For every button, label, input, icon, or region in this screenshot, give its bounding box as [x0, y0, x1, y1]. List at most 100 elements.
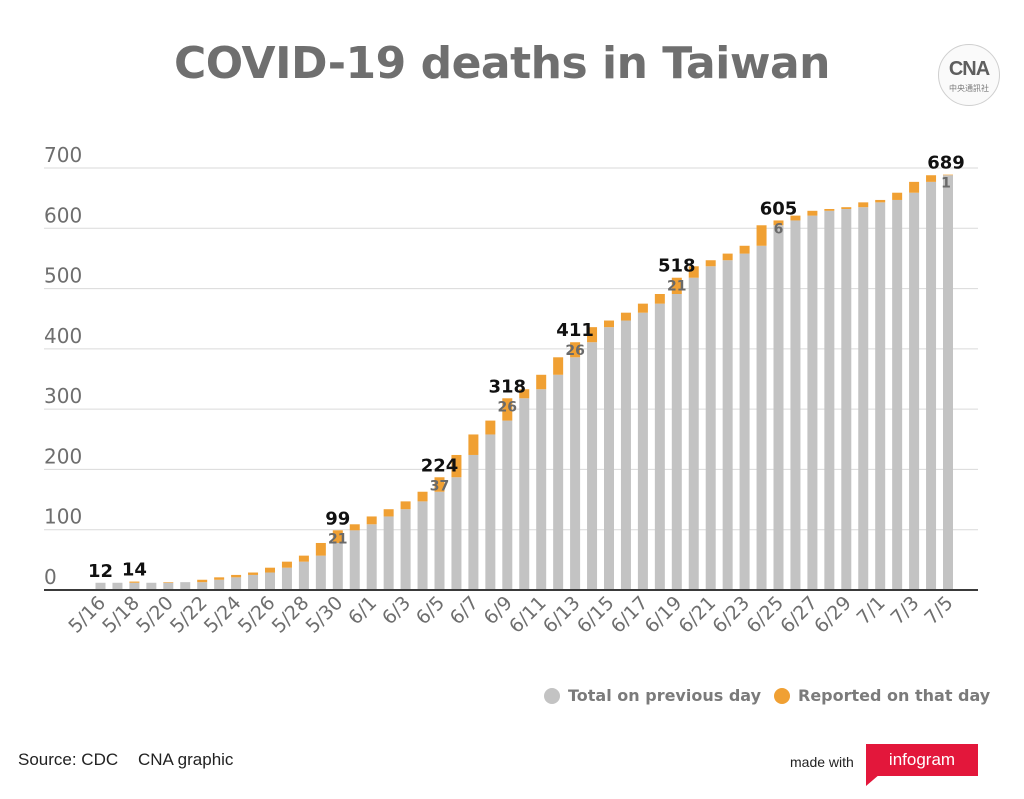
bar-previous: [197, 582, 208, 590]
data-label-reported: 26: [565, 343, 584, 359]
bar-previous: [841, 208, 852, 590]
source-note: Source: CDC: [18, 750, 119, 769]
legend-swatch-gray: [544, 688, 560, 704]
data-label-reported: 26: [498, 399, 517, 415]
x-tick-label: 6/3: [378, 592, 415, 629]
bar-previous: [790, 220, 801, 590]
bar-reported: [926, 175, 937, 182]
bar-reported: [332, 530, 343, 543]
bar-previous: [858, 207, 869, 590]
bar-previous: [298, 561, 309, 590]
data-label-reported: 21: [667, 279, 686, 295]
cna-logo: CNA 中央通訊社: [938, 44, 1000, 106]
bar-previous: [129, 582, 140, 590]
made-with-text: made with: [790, 754, 854, 770]
bar-previous: [688, 277, 699, 590]
bar-reported: [502, 398, 513, 421]
x-tick-label: 6/27: [776, 592, 822, 638]
bar-reported: [197, 579, 208, 583]
bar-reported: [129, 581, 140, 583]
bar-reported: [756, 225, 767, 246]
bar-previous: [315, 555, 326, 590]
bar-previous: [654, 303, 665, 590]
bar-previous: [807, 215, 818, 590]
bar-reported: [349, 524, 360, 531]
bar-previous: [214, 579, 225, 590]
bar-reported: [722, 253, 733, 261]
bar-previous: [248, 574, 259, 590]
y-tick-label: 600: [44, 203, 82, 227]
bar-reported: [417, 491, 428, 502]
data-label-total: 605: [760, 198, 798, 219]
data-label-total: 411: [556, 320, 594, 341]
data-label-reported: 21: [328, 531, 347, 547]
bar-previous: [417, 501, 428, 590]
bar-previous: [231, 577, 242, 590]
bar-reported: [451, 454, 462, 478]
x-tick-label: 5/30: [302, 592, 348, 638]
bar-reported: [298, 555, 309, 562]
x-tick-label: 7/5: [920, 592, 957, 629]
bar-reported: [485, 420, 496, 435]
data-label-total: 12: [88, 561, 113, 582]
data-label-total: 689: [927, 153, 965, 174]
bar-reported: [654, 293, 665, 304]
bar-previous: [587, 342, 598, 590]
bar-reported: [214, 577, 225, 580]
bar-reported: [637, 303, 648, 313]
bar-reported: [553, 357, 564, 375]
bar-previous: [909, 192, 920, 590]
bar-previous: [180, 582, 191, 590]
bar-reported: [468, 434, 479, 455]
bar-previous: [739, 253, 750, 590]
bar-previous: [265, 572, 275, 590]
bar-reported: [536, 374, 547, 390]
bar-reported: [705, 260, 716, 267]
y-tick-label: 300: [44, 384, 82, 408]
bar-previous: [519, 398, 530, 590]
bar-previous: [875, 202, 886, 590]
bar-previous: [892, 199, 903, 591]
chart-title: COVID-19 deaths in Taiwan: [174, 38, 831, 89]
bar-reported: [570, 342, 581, 358]
data-label-total: 518: [658, 256, 696, 277]
bar-previous: [468, 454, 479, 590]
bar-reported: [366, 516, 377, 525]
bar-previous: [620, 320, 631, 590]
x-tick-label: 6/5: [412, 592, 449, 629]
x-tick-label: 6/25: [742, 592, 788, 638]
x-tick-label: 5/20: [132, 592, 178, 638]
graphic-credit: CNA graphic: [138, 750, 234, 769]
bar-reported: [383, 509, 394, 517]
bar-reported: [434, 477, 445, 492]
x-tick-label: 7/1: [853, 592, 890, 629]
y-tick-label: 0: [44, 565, 57, 589]
bar-previous: [146, 582, 157, 590]
legend-swatch-orange: [774, 688, 790, 704]
legend-label-previous: Total on previous day: [568, 686, 762, 705]
bar-previous: [434, 491, 445, 590]
bar-reported: [875, 199, 886, 203]
bar-previous: [502, 420, 513, 590]
bar-previous: [671, 293, 682, 590]
x-tick-label: 6/29: [810, 592, 856, 638]
data-label-total: 14: [122, 560, 147, 581]
bar-previous: [705, 266, 716, 590]
bar-reported: [400, 501, 411, 510]
x-tick-label: 5/28: [268, 592, 314, 638]
x-tick-label: 6/1: [344, 592, 381, 629]
x-tick-label: 6/21: [675, 592, 721, 638]
bar-reported: [824, 208, 835, 211]
bar-previous: [95, 582, 106, 590]
bar-reported: [587, 327, 598, 343]
data-label-total: 99: [325, 508, 350, 529]
bar-previous: [451, 477, 462, 590]
bar-previous: [570, 357, 581, 590]
x-tick-label: 6/15: [573, 592, 619, 638]
infogram-logo[interactable]: infogram: [866, 744, 978, 776]
bar-reported: [909, 181, 920, 193]
x-tick-label: 6/7: [446, 592, 483, 629]
legend-label-reported: Reported on that day: [798, 686, 991, 705]
x-tick-label: 5/26: [234, 592, 280, 638]
bar-reported: [281, 561, 292, 568]
